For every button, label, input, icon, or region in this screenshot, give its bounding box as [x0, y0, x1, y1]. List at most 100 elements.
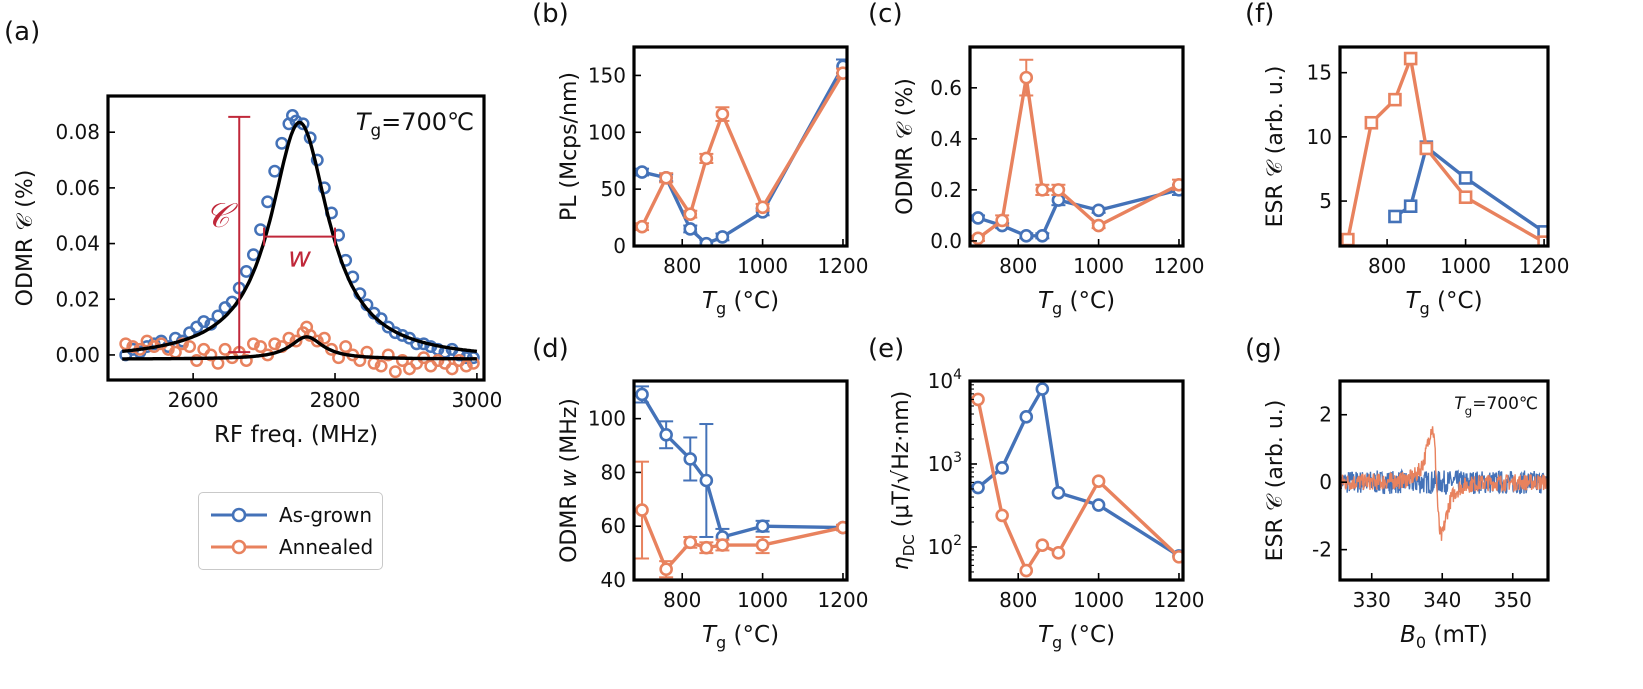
- data-point: [395, 354, 409, 367]
- data-point: [218, 342, 232, 356]
- data-point: [659, 427, 673, 442]
- y-tick-label: 15: [1307, 61, 1332, 85]
- data-point: [659, 170, 673, 185]
- x-tick-label: 1200: [818, 588, 869, 612]
- x-tick-label: 1200: [1154, 588, 1205, 612]
- y-tick-label: 10: [1307, 125, 1332, 149]
- data-point: [635, 219, 649, 234]
- data-point: [1035, 538, 1050, 553]
- data-point: [971, 392, 985, 407]
- x-axis-label-e: Tg (°C): [1038, 622, 1115, 652]
- x-tick-label: 1000: [737, 254, 788, 278]
- series-line-c-annealed: [977, 75, 1180, 240]
- axes-frame-a: [106, 94, 486, 382]
- panel-e: (e) 800 1000 1200 102 103 104 Tg (°C) ηDC (μT/√H…: [868, 334, 1204, 652]
- y-tick-label: 0.06: [55, 176, 100, 200]
- data-point: [699, 236, 714, 246]
- data-point: [431, 354, 445, 367]
- x-tick-label: 1000: [1440, 254, 1491, 278]
- x-tick-label: 2800: [310, 388, 361, 412]
- data-point: [1091, 474, 1106, 489]
- data-point: [995, 508, 1009, 523]
- series-line-d-as-grown: [640, 393, 844, 539]
- panel-b: (b) 800 1000 1200 0 50 100 150 Tg (°C) PL (Mcps/n…: [532, 0, 868, 318]
- legend-swatch-as-grown: [211, 507, 267, 523]
- axes-frame-b: [632, 45, 849, 248]
- data-point: [268, 337, 282, 351]
- series-line-b-as-grown: [641, 65, 845, 246]
- data-point: [254, 340, 267, 354]
- data-point: [204, 348, 218, 362]
- axes-frame-d: [632, 379, 849, 582]
- data-point: [715, 230, 730, 244]
- y-axis-label-a: ODMR 𝒞 (%): [13, 170, 38, 307]
- panel-f: (f) 800 1000 1200 5 10 15 Tg (°C) ESR 𝒞 (arb. u.…: [1245, 0, 1570, 318]
- x-tick-label: 800: [1368, 254, 1406, 278]
- y-tick-label: 102: [928, 533, 962, 559]
- data-point: [395, 329, 409, 342]
- legend-entry-annealed: Annealed: [209, 535, 373, 559]
- data-point: [190, 354, 204, 367]
- panel-c: (c) 800 1000 1200 0.0 0.2 0.4 0.6 Tg (°C) ODMR 𝒞 …: [868, 0, 1204, 318]
- data-point: [1051, 485, 1066, 500]
- panel-g: (g) 330 340 350 -2 0 2 B0 (mT) ESR 𝒞 (arb. u.) Tg…: [1245, 334, 1550, 652]
- y-tick-label: 0.4: [930, 127, 962, 151]
- data-point: [755, 519, 770, 534]
- data-point: [1091, 498, 1106, 512]
- data-point: [275, 136, 289, 150]
- data-point: [1388, 209, 1402, 224]
- data-point: [836, 66, 847, 80]
- plot-area-b: [635, 58, 847, 246]
- x-tick-label: 1200: [818, 254, 869, 278]
- data-point: [1019, 410, 1034, 424]
- fit-curve-annealed: [122, 335, 477, 361]
- x-axis-label-a: RF freq. (MHz): [214, 422, 378, 448]
- data-point: [1172, 177, 1183, 192]
- data-point: [1403, 199, 1418, 213]
- series-line-f-as-grown: [1394, 145, 1546, 234]
- data-point: [683, 535, 698, 550]
- panel-label-c: (c): [868, 0, 903, 29]
- plot-area-e: [971, 382, 1183, 578]
- x-tick-label: 800: [999, 588, 1037, 612]
- data-point: [635, 387, 649, 402]
- data-point: [699, 540, 714, 555]
- x-tick-label: 1000: [737, 588, 788, 612]
- annotation-g: Tg=700℃: [1454, 394, 1538, 418]
- data-point: [261, 195, 275, 209]
- width-label: w: [288, 241, 311, 274]
- panel-label-e: (e): [868, 334, 904, 364]
- y-axis-label-b: PL (Mcps/nm): [557, 72, 582, 221]
- panel-label-a: (a): [4, 17, 40, 47]
- series-line-g-as-grown: [1340, 468, 1548, 495]
- y-tick-label: 50: [601, 177, 626, 201]
- panel-d: (d) 800 1000 1200 40 60 80 100 Tg (°C) ODMR w (MH…: [532, 334, 868, 652]
- y-tick-label: 0.6: [930, 76, 962, 100]
- data-point: [374, 359, 388, 373]
- data-point: [1051, 183, 1066, 197]
- data-point: [699, 473, 714, 488]
- panel-label-f: (f): [1245, 0, 1274, 29]
- data-point: [1419, 141, 1434, 156]
- x-tick-label: 800: [663, 588, 701, 612]
- data-point: [1019, 563, 1034, 578]
- data-point: [1458, 171, 1473, 185]
- data-point: [971, 211, 985, 225]
- data-point: [317, 331, 331, 345]
- x-tick-label: 1200: [1519, 254, 1570, 278]
- panel-label-g: (g): [1245, 334, 1282, 364]
- axes-frame-c: [968, 45, 1185, 248]
- legend-swatch-annealed: [211, 539, 267, 555]
- y-tick-label: 0: [613, 234, 626, 258]
- data-point: [755, 200, 770, 215]
- data-point: [683, 207, 698, 221]
- y-tick-label: 100: [588, 407, 626, 431]
- data-point: [289, 334, 303, 348]
- panel-label-b: (b): [532, 0, 569, 29]
- axes-frame-f: [1338, 45, 1550, 248]
- y-axis-label-g: ESR 𝒞 (arb. u.): [1263, 400, 1288, 562]
- legend-label-annealed: Annealed: [279, 535, 374, 559]
- data-point: [239, 264, 253, 278]
- legend-label-as-grown: As-grown: [279, 503, 373, 527]
